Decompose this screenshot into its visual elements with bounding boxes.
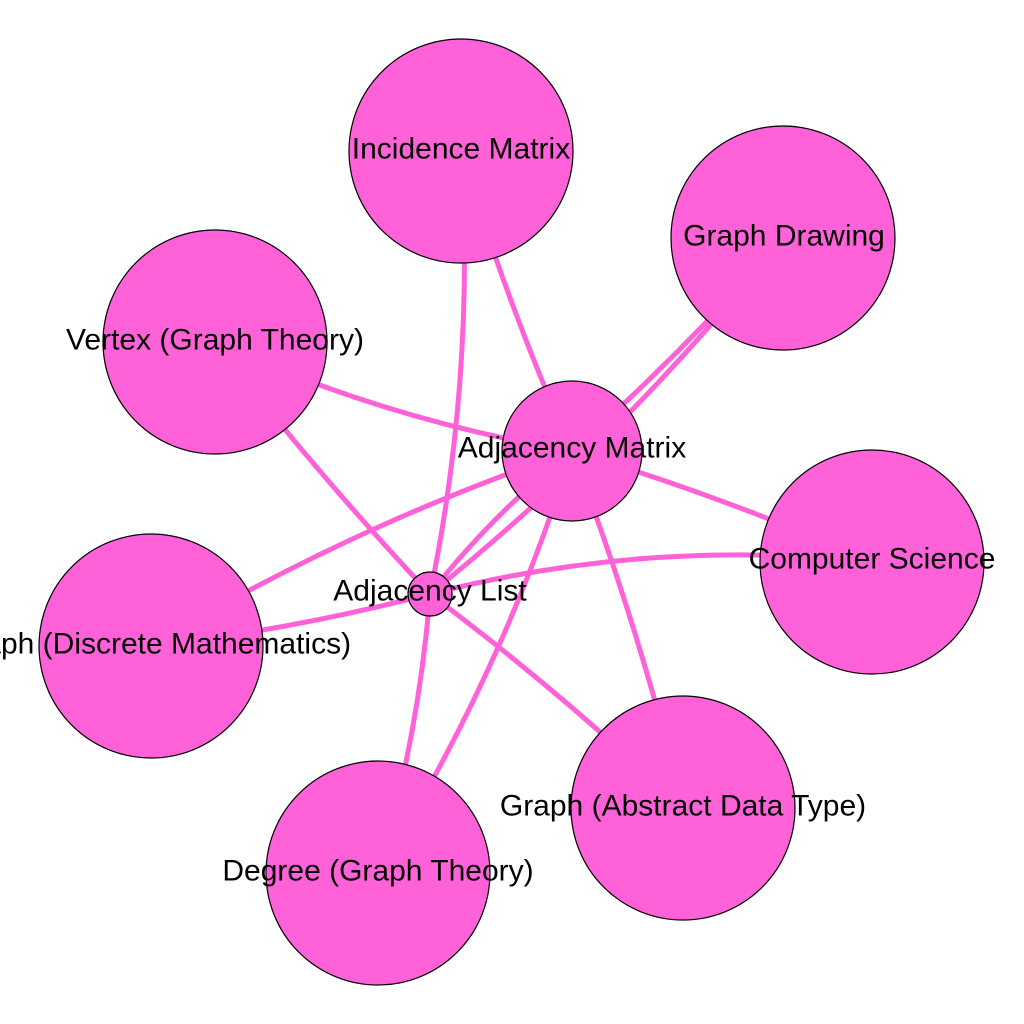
node-incidence-matrix[interactable] <box>348 38 574 264</box>
node-adjacency-matrix[interactable] <box>501 380 643 522</box>
labels-layer: Adjacency List Adjacency Matrix Incidence … <box>0 133 995 888</box>
node-label-degree-graph-theory: Degree (Graph Theory) <box>222 855 533 888</box>
node-label-graph-abstract-data-type: Graph (Abstract Data Type) <box>500 790 866 823</box>
node-graph-discrete-mathematics[interactable] <box>38 533 264 759</box>
node-graph-abstract-data-type[interactable] <box>570 695 796 921</box>
node-vertex-graph-theory[interactable] <box>102 229 328 455</box>
node-label-graph-drawing: Graph Drawing <box>683 220 885 253</box>
node-graph-drawing[interactable] <box>670 125 896 351</box>
nodes-layer <box>38 38 985 986</box>
node-adjacency-list[interactable] <box>407 571 453 617</box>
node-label-adjacency-list: Adjacency List <box>333 575 527 608</box>
node-label-graph-discrete-mathematics: Graph (Discrete Mathematics) <box>0 628 351 661</box>
node-computer-science[interactable] <box>759 449 985 675</box>
node-label-adjacency-matrix: Adjacency Matrix <box>458 432 686 465</box>
node-label-computer-science: Computer Science <box>749 543 996 576</box>
node-degree-graph-theory[interactable] <box>265 760 491 986</box>
node-label-vertex-graph-theory: Vertex (Graph Theory) <box>66 324 364 357</box>
node-label-incidence-matrix: Incidence Matrix <box>352 133 570 166</box>
